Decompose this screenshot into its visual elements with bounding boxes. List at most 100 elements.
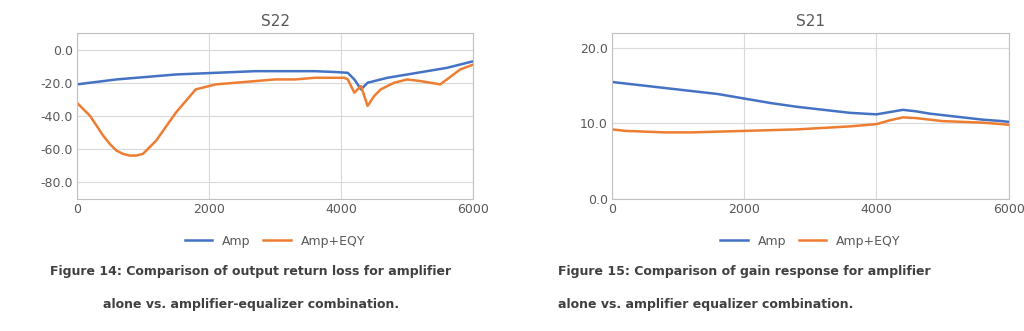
Amp+EQY [467,63,479,67]
Amp+EQY [137,152,150,156]
Amp+EQY [401,77,414,81]
Amp [111,77,123,81]
Amp+EQY [375,87,387,91]
Amp+EQY [817,126,829,130]
Amp+EQY [124,154,136,158]
Amp+EQY [791,127,803,131]
Amp+EQY [289,77,301,81]
Amp+EQY [71,101,83,105]
Amp+EQY [956,120,969,124]
Amp+EQY [394,79,407,83]
Amp+EQY [90,124,102,128]
Amp+EQY [712,130,724,134]
Amp [461,61,473,65]
Amp [791,105,803,109]
Amp [996,119,1009,123]
Amp+EQY [415,79,427,83]
Amp [329,70,341,74]
Amp+EQY [976,120,988,124]
Amp [606,80,618,84]
Amp [639,84,651,88]
Amp [90,80,102,84]
Text: Figure 15: Comparison of gain response for amplifier: Figure 15: Comparison of gain response f… [558,265,931,278]
Amp+EQY [150,139,162,143]
Amp [342,71,354,75]
Amp [765,101,777,105]
Amp [738,97,751,101]
Amp [685,89,697,93]
Text: alone vs. amplifier-equalizer combination.: alone vs. amplifier-equalizer combinatio… [102,298,399,311]
Amp+EQY [685,130,697,134]
Amp+EQY [249,79,261,83]
Amp [170,72,182,76]
Amp+EQY [329,76,341,80]
Amp [976,118,988,121]
Amp [844,111,856,115]
Amp [189,71,202,75]
Title: S21: S21 [796,14,825,29]
Amp+EQY [1002,123,1015,127]
Amp+EQY [924,118,936,121]
Amp+EQY [434,82,446,86]
Amp+EQY [765,128,777,132]
Text: Figure 14: Comparison of output return loss for amplifier: Figure 14: Comparison of output return l… [50,265,452,278]
Amp+EQY [844,124,856,128]
Amp+EQY [269,77,282,81]
Amp+EQY [884,118,896,122]
Amp+EQY [335,76,347,80]
Amp [817,108,829,112]
Amp [897,108,909,112]
Amp [956,116,969,119]
Amp+EQY [111,149,123,153]
Amp [361,81,374,85]
Amp [870,112,883,116]
Amp [924,112,936,116]
Amp [355,87,368,91]
Amp [269,69,282,73]
Amp [308,69,321,73]
Amp+EQY [77,107,89,111]
Amp+EQY [348,91,360,95]
Amp [210,71,222,75]
Amp+EQY [361,104,374,108]
Amp+EQY [117,152,129,156]
Amp [71,82,83,86]
Amp+EQY [454,68,466,71]
Amp [620,81,632,85]
Amp [249,69,261,73]
Amp [884,110,896,114]
Amp+EQY [103,142,116,146]
Amp+EQY [189,87,202,91]
Amp+EQY [381,84,393,88]
Title: S22: S22 [260,14,290,29]
Amp+EQY [368,94,380,98]
Amp [289,69,301,73]
Amp+EQY [910,116,923,120]
Line: Amp+EQY: Amp+EQY [77,65,473,156]
Amp+EQY [130,154,142,158]
Amp+EQY [639,130,651,134]
Amp+EQY [738,129,751,133]
Amp+EQY [338,76,350,80]
Amp [658,86,671,90]
Amp+EQY [97,134,110,138]
Line: Amp: Amp [612,82,1009,122]
Amp+EQY [936,119,948,123]
Amp+EQY [342,77,354,81]
Amp+EQY [84,114,96,118]
Amp [348,77,360,81]
Amp [910,109,923,113]
Amp [712,92,724,96]
Amp [381,76,393,80]
Amp+EQY [388,81,400,85]
Amp [421,69,433,73]
Amp+EQY [606,127,618,131]
Amp+EQY [355,84,368,88]
Amp [401,72,414,76]
Amp+EQY [996,122,1009,126]
Line: Amp: Amp [77,61,473,89]
Amp+EQY [210,82,222,86]
Amp [1002,120,1015,124]
Amp [130,76,142,80]
Amp+EQY [620,129,632,133]
